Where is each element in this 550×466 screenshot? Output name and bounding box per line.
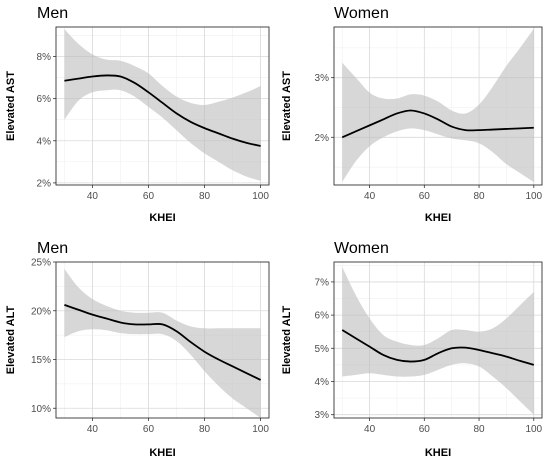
plot-frame <box>333 26 543 186</box>
y-tick-label: 6% <box>37 94 52 105</box>
x-axis-label: KHEI <box>149 212 175 224</box>
x-tick-label: 100 <box>525 424 542 435</box>
panel-title: Men <box>37 5 68 22</box>
x-tick-label: 80 <box>473 424 485 435</box>
trend-line <box>64 304 261 381</box>
plot-frame <box>55 26 270 186</box>
x-axis-label: KHEI <box>425 447 451 459</box>
y-axis-label: Elevated ALT <box>281 305 293 374</box>
y-tick-label: 3% <box>315 410 330 421</box>
x-tick-label: 80 <box>199 191 211 202</box>
x-tick-label: 100 <box>252 424 269 435</box>
panel-title: Women <box>334 240 389 257</box>
y-tick-label: 20% <box>31 306 51 317</box>
confidence-band <box>64 29 261 181</box>
y-tick-label: 5% <box>315 344 330 355</box>
x-tick-label: 40 <box>364 424 376 435</box>
y-tick-label: 2% <box>315 133 330 144</box>
x-axis-label: KHEI <box>425 212 451 224</box>
x-tick-label: 40 <box>87 191 99 202</box>
confidence-band <box>342 266 534 415</box>
y-tick-label: 4% <box>315 377 330 388</box>
y-tick-label: 6% <box>315 311 330 322</box>
x-axis-label: KHEI <box>149 447 175 459</box>
panel-title: Men <box>37 240 68 257</box>
trend-line <box>64 74 261 147</box>
x-tick-label: 60 <box>419 424 431 435</box>
y-tick-label: 25% <box>31 258 51 269</box>
panel-men-alt: 40 60 80 100 10% 15% 20% 25%Men KHEI Elevated ALT <box>5 240 270 459</box>
panel-title: Women <box>334 5 389 22</box>
panel-women-ast: 40 60 80 100 2% 3% Women KHEI Elevated AST <box>281 5 543 224</box>
x-tick-label: 100 <box>252 191 269 202</box>
panel-women-alt: 40 60 80 100 3% 4% 5% 6% 7% Women KHEI Elevated ALT <box>281 240 543 459</box>
y-axis-label: Elevated AST <box>281 71 293 141</box>
plot-frame <box>333 261 543 419</box>
x-tick-label: 100 <box>525 191 542 202</box>
x-tick-label: 60 <box>143 424 155 435</box>
x-tick-label: 80 <box>473 191 485 202</box>
y-tick-label: 10% <box>31 404 51 415</box>
y-tick-label: 7% <box>315 277 330 288</box>
y-axis-label: Elevated ALT <box>5 305 17 374</box>
x-tick-label: 60 <box>419 191 431 202</box>
x-tick-label: 60 <box>143 191 155 202</box>
confidence-band <box>342 28 534 183</box>
y-tick-label: 3% <box>315 73 330 84</box>
panel-men-ast: 40 60 80 100 2% 4% 6% 8% Men KHEI Elevated AST <box>5 5 270 224</box>
y-tick-label: 8% <box>37 52 52 63</box>
trend-line <box>341 329 535 366</box>
y-tick-label: 2% <box>37 178 52 189</box>
x-tick-label: 80 <box>199 424 211 435</box>
x-tick-label: 40 <box>87 424 99 435</box>
x-tick-label: 40 <box>364 191 376 202</box>
y-axis-label: Elevated AST <box>5 71 17 141</box>
confidence-band <box>64 268 261 418</box>
trend-line <box>341 109 534 139</box>
y-tick-label: 15% <box>31 355 51 366</box>
plot-frame <box>55 261 270 419</box>
y-tick-label: 4% <box>37 136 52 147</box>
